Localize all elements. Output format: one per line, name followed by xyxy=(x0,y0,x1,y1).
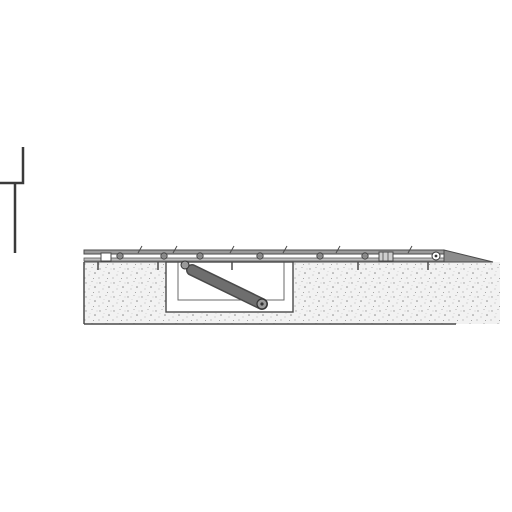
hinge-arm xyxy=(180,260,268,310)
screw-mark-6 xyxy=(407,245,413,254)
screw-mark-1 xyxy=(137,245,143,254)
bolt-2 xyxy=(160,252,168,260)
screw-mark-3 xyxy=(229,245,235,254)
bolt-5 xyxy=(316,252,324,260)
deck-end-fittings xyxy=(100,251,441,262)
top-plate xyxy=(83,249,456,263)
bolt-1 xyxy=(116,252,124,260)
bolt-3 xyxy=(196,252,204,260)
fastener-bolts xyxy=(116,245,413,260)
bolt-4 xyxy=(256,252,264,260)
end-ramp xyxy=(443,249,494,263)
screw-mark-5 xyxy=(335,245,341,254)
screw-mark-2 xyxy=(172,245,178,254)
anchor-pins xyxy=(97,262,429,270)
wall-profile xyxy=(0,147,25,253)
screw-mark-4 xyxy=(282,245,288,254)
bolt-6 xyxy=(361,252,369,260)
